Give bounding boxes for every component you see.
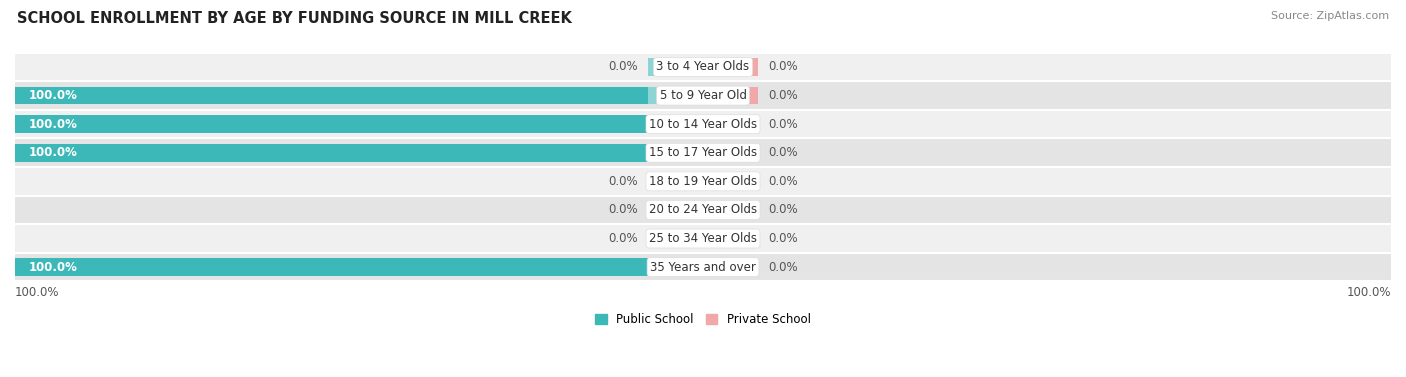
Text: 100.0%: 100.0%: [28, 89, 77, 102]
Bar: [703, 87, 758, 104]
Bar: [15, 115, 703, 133]
Text: 15 to 17 Year Olds: 15 to 17 Year Olds: [650, 146, 756, 159]
Text: SCHOOL ENROLLMENT BY AGE BY FUNDING SOURCE IN MILL CREEK: SCHOOL ENROLLMENT BY AGE BY FUNDING SOUR…: [17, 11, 572, 26]
Text: 0.0%: 0.0%: [768, 60, 799, 74]
Bar: [15, 110, 1391, 138]
Text: 3 to 4 Year Olds: 3 to 4 Year Olds: [657, 60, 749, 74]
Bar: [15, 254, 1391, 281]
Bar: [648, 144, 703, 162]
Bar: [703, 58, 758, 76]
Bar: [703, 258, 758, 276]
Text: 10 to 14 Year Olds: 10 to 14 Year Olds: [650, 118, 756, 131]
Text: 100.0%: 100.0%: [28, 261, 77, 274]
Text: 5 to 9 Year Old: 5 to 9 Year Old: [659, 89, 747, 102]
Bar: [15, 54, 1391, 81]
Bar: [648, 230, 703, 247]
Bar: [15, 225, 1391, 252]
Bar: [703, 115, 758, 133]
Text: 0.0%: 0.0%: [607, 204, 638, 216]
Bar: [15, 144, 703, 162]
Legend: Public School, Private School: Public School, Private School: [595, 313, 811, 326]
Bar: [703, 201, 758, 219]
Text: 0.0%: 0.0%: [607, 232, 638, 245]
Bar: [648, 87, 703, 104]
Bar: [15, 82, 1391, 109]
Text: 0.0%: 0.0%: [768, 118, 799, 131]
Text: 100.0%: 100.0%: [28, 118, 77, 131]
Bar: [703, 173, 758, 190]
Bar: [15, 196, 1391, 224]
Text: 25 to 34 Year Olds: 25 to 34 Year Olds: [650, 232, 756, 245]
Bar: [648, 115, 703, 133]
Bar: [648, 173, 703, 190]
Text: 100.0%: 100.0%: [15, 286, 59, 299]
Text: 0.0%: 0.0%: [607, 60, 638, 74]
Text: 0.0%: 0.0%: [607, 175, 638, 188]
Text: 0.0%: 0.0%: [768, 261, 799, 274]
Text: 20 to 24 Year Olds: 20 to 24 Year Olds: [650, 204, 756, 216]
Bar: [15, 258, 703, 276]
Bar: [648, 58, 703, 76]
Text: 0.0%: 0.0%: [768, 232, 799, 245]
Bar: [648, 258, 703, 276]
Text: 0.0%: 0.0%: [768, 204, 799, 216]
Bar: [703, 144, 758, 162]
Bar: [15, 139, 1391, 166]
Bar: [648, 201, 703, 219]
Bar: [15, 87, 703, 104]
Text: 0.0%: 0.0%: [768, 146, 799, 159]
Text: 0.0%: 0.0%: [768, 175, 799, 188]
Text: 100.0%: 100.0%: [28, 146, 77, 159]
Text: 18 to 19 Year Olds: 18 to 19 Year Olds: [650, 175, 756, 188]
Text: 0.0%: 0.0%: [768, 89, 799, 102]
Bar: [15, 168, 1391, 195]
Text: 100.0%: 100.0%: [1347, 286, 1391, 299]
Text: Source: ZipAtlas.com: Source: ZipAtlas.com: [1271, 11, 1389, 21]
Text: 35 Years and over: 35 Years and over: [650, 261, 756, 274]
Bar: [703, 230, 758, 247]
